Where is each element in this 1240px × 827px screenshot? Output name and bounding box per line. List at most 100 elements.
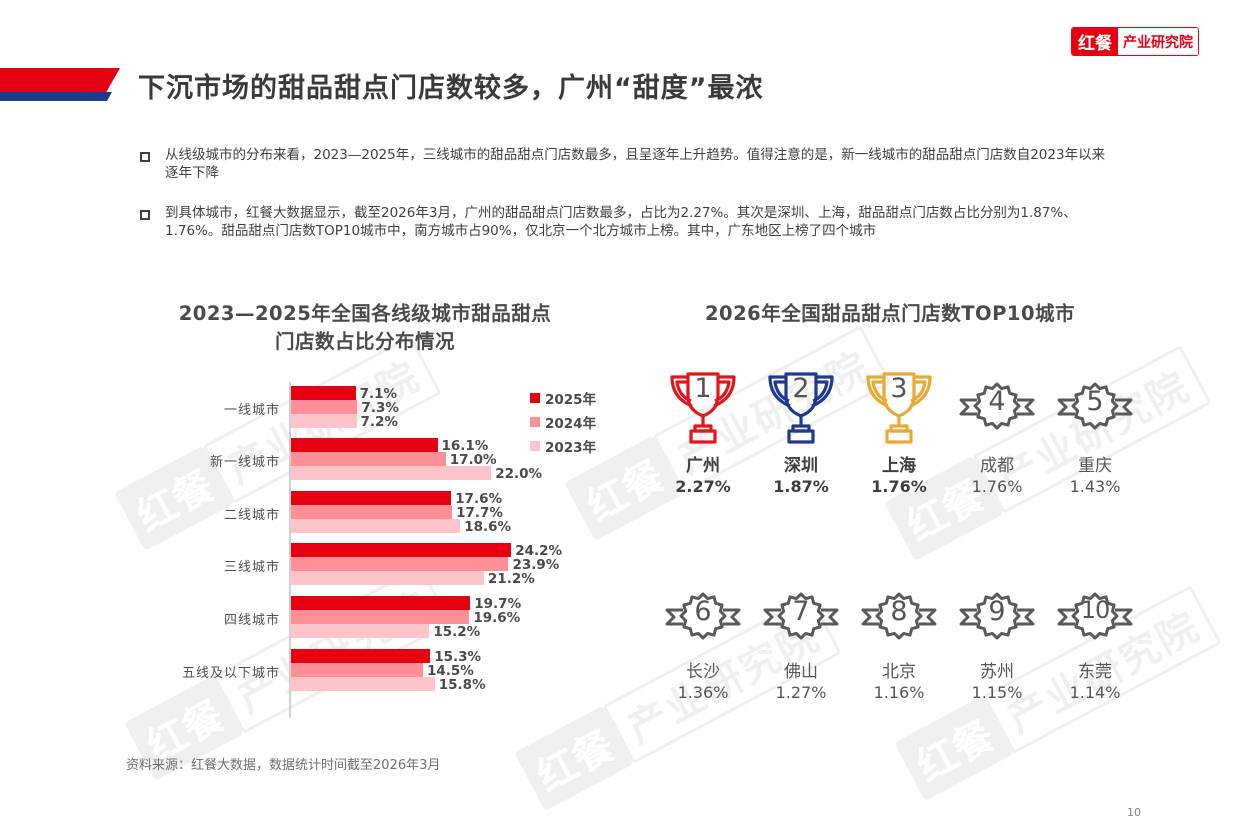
bar-value-label: 23.9% <box>512 557 560 573</box>
top10-city-item: 8 北京 1.16% <box>850 578 948 703</box>
bar-2023 <box>291 414 357 428</box>
legend-item-2025: 2025年 <box>530 386 596 410</box>
summary-bullets: 从线级城市的分布来看，2023—2025年，三线城市的甜品甜点门店数最多，且呈逐… <box>140 146 1120 262</box>
bar-value-label: 7.3% <box>361 400 399 416</box>
badge-ribbon-icon: 4 <box>958 368 1036 444</box>
city-name: 重庆 <box>1078 456 1112 476</box>
logo-text: 产业研究院 <box>1118 28 1198 55</box>
top10-city-item: 9 苏州 1.15% <box>948 578 1046 703</box>
trophy-icon: 1 <box>664 368 742 444</box>
category-label: 一线城市 <box>223 403 280 418</box>
legend-swatch <box>530 441 540 451</box>
city-name: 深圳 <box>784 456 818 476</box>
bar-2024 <box>291 505 453 519</box>
category-label: 五线及以下城市 <box>181 666 280 681</box>
bar-2024 <box>291 452 446 466</box>
top10-city-item: 3 上海 1.76% <box>850 368 948 497</box>
bar-2025 <box>291 543 512 557</box>
top10-city-item: 7 佛山 1.27% <box>752 578 850 703</box>
bar-2023 <box>291 519 461 533</box>
category-label: 三线城市 <box>223 560 280 575</box>
chart-legend: 2025年 2024年 2023年 <box>530 386 596 458</box>
city-share: 1.27% <box>775 683 827 702</box>
city-name: 广州 <box>686 456 720 476</box>
bar-value-label: 24.2% <box>515 543 563 559</box>
badge-ribbon-icon: 6 <box>664 578 742 654</box>
bullet-square-icon <box>140 210 150 220</box>
bar-value-label: 7.2% <box>360 414 398 430</box>
rank-number: 5 <box>1086 386 1104 417</box>
bar-2023 <box>291 466 492 480</box>
top10-city-item: 2 深圳 1.87% <box>752 368 850 497</box>
city-name: 成都 <box>980 456 1014 476</box>
rank-number: 2 <box>792 373 810 404</box>
bar-value-label: 19.6% <box>473 610 521 626</box>
rank-number: 1 <box>694 373 712 404</box>
bar-2025 <box>291 596 471 610</box>
category-label: 四线城市 <box>223 613 280 628</box>
badge-ribbon-icon: 7 <box>762 578 840 654</box>
bar-2025 <box>291 649 431 663</box>
rank-number: 8 <box>890 596 908 627</box>
rank-number: 6 <box>694 596 712 627</box>
city-name: 东莞 <box>1078 662 1112 682</box>
city-share: 1.43% <box>1069 477 1121 496</box>
bar-2024 <box>291 557 509 571</box>
category-label: 二线城市 <box>223 508 280 523</box>
top10-city-item: 4 成都 1.76% <box>948 368 1046 497</box>
city-name: 佛山 <box>784 662 818 682</box>
badge-ribbon-icon: 8 <box>860 578 938 654</box>
city-share: 1.15% <box>971 683 1023 702</box>
bullet-item: 到具体城市，红餐大数据显示，截至2026年3月，广州的甜品甜点门店数最多，占比为… <box>140 204 1120 240</box>
badge-ribbon-icon: 10 <box>1056 578 1134 654</box>
bar-value-label: 21.2% <box>487 571 535 587</box>
city-share: 1.76% <box>971 477 1023 496</box>
bar-value-label: 19.7% <box>474 596 522 612</box>
trophy-icon: 2 <box>762 368 840 444</box>
bar-2023 <box>291 624 430 638</box>
bullet-item: 从线级城市的分布来看，2023—2025年，三线城市的甜品甜点门店数最多，且呈逐… <box>140 146 1120 182</box>
rank-number: 10 <box>1080 596 1111 624</box>
bar-2024 <box>291 663 423 677</box>
bar-2025 <box>291 491 452 505</box>
page-title: 下沉市场的甜品甜点门店数较多，广州“甜度”最浓 <box>138 73 764 104</box>
top10-title: 2026年全国甜品甜点门店数TOP10城市 <box>704 302 1076 325</box>
bar-value-label: 16.1% <box>441 438 489 454</box>
bullet-text: 到具体城市，红餐大数据显示，截至2026年3月，广州的甜品甜点门店数最多，占比为… <box>165 205 1077 239</box>
chart-y-axis <box>289 382 291 718</box>
trophy-icon: 3 <box>860 368 938 444</box>
legend-swatch <box>530 393 540 403</box>
bar-chart-title: 2023—2025年全国各线级城市甜品甜点 门店数占比分布情况 <box>178 302 552 353</box>
bar-2025 <box>291 438 438 452</box>
category-label: 新一线城市 <box>209 455 280 470</box>
legend-swatch <box>530 417 540 427</box>
city-name: 北京 <box>882 662 916 682</box>
bar-value-label: 15.8% <box>438 677 486 693</box>
top10-city-item: 1 广州 2.27% <box>654 368 752 497</box>
bar-2023 <box>291 571 484 585</box>
bar-value-label: 22.0% <box>495 466 543 482</box>
legend-item-2023: 2023年 <box>530 434 596 458</box>
bullet-square-icon <box>140 152 150 162</box>
bar-2024 <box>291 400 358 414</box>
bullet-text: 从线级城市的分布来看，2023—2025年，三线城市的甜品甜点门店数最多，且呈逐… <box>165 147 1106 181</box>
bar-value-label: 17.6% <box>455 491 502 507</box>
badge-ribbon-icon: 5 <box>1056 368 1134 444</box>
city-share: 1.36% <box>677 683 729 702</box>
city-name: 苏州 <box>980 662 1014 682</box>
bar-value-label: 14.5% <box>426 663 474 679</box>
rank-number: 7 <box>792 596 810 627</box>
top10-city-item: 6 长沙 1.36% <box>654 578 752 703</box>
bar-2024 <box>291 610 470 624</box>
brand-logo: 红餐 产业研究院 <box>1071 27 1199 56</box>
top10-city-item: 5 重庆 1.43% <box>1046 368 1144 497</box>
data-source-note: 资料来源：红餐大数据，数据统计时间截至2026年3月 <box>126 758 441 773</box>
rank-number: 3 <box>890 373 908 404</box>
bar-value-label: 15.3% <box>434 649 482 665</box>
city-share: 1.16% <box>873 683 925 702</box>
city-name: 长沙 <box>686 662 720 682</box>
logo-mark: 红餐 <box>1072 28 1118 55</box>
top10-city-item: 10 东莞 1.14% <box>1046 578 1144 703</box>
bar-value-label: 17.7% <box>456 505 503 521</box>
badge-ribbon-icon: 9 <box>958 578 1036 654</box>
